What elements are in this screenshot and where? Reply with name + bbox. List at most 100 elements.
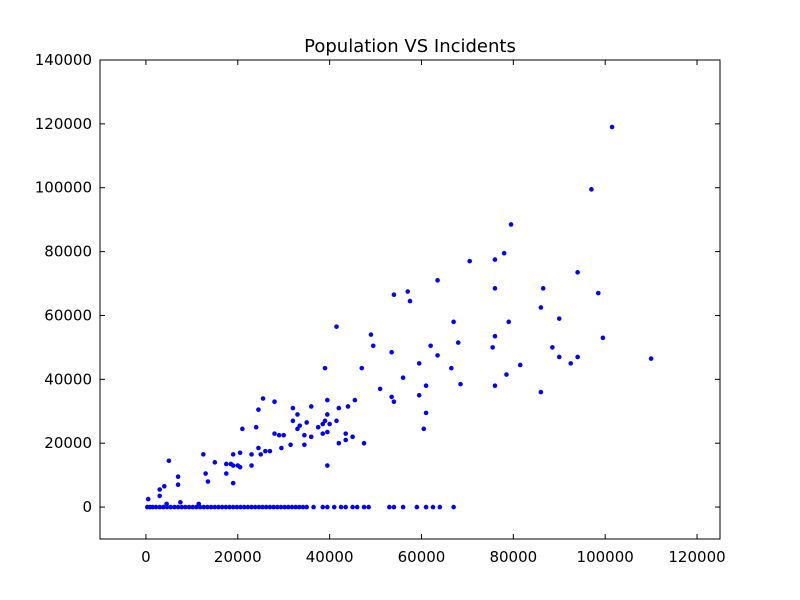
- data-point: [234, 504, 240, 510]
- data-point: [414, 504, 420, 510]
- data-point: [492, 333, 498, 339]
- data-point: [336, 440, 342, 446]
- data-point: [253, 424, 259, 430]
- data-point: [508, 222, 514, 227]
- data-point: [153, 504, 159, 510]
- data-point: [430, 504, 436, 510]
- data-point: [161, 504, 166, 510]
- data-point: [345, 404, 351, 409]
- data-point: [230, 452, 236, 457]
- data-point: [556, 316, 562, 321]
- data-point: [240, 426, 245, 432]
- data-point: [267, 448, 273, 454]
- data-point: [212, 460, 218, 465]
- data-point: [449, 365, 454, 371]
- data-point: [179, 504, 185, 510]
- data-point: [208, 504, 214, 510]
- y-tick-label: 140000: [35, 51, 92, 69]
- data-point: [389, 394, 394, 400]
- data-point: [186, 504, 192, 510]
- data-point: [279, 445, 284, 451]
- data-point: [230, 463, 236, 468]
- data-point: [278, 504, 284, 510]
- data-point: [343, 437, 349, 443]
- data-point: [322, 418, 328, 424]
- data-point: [389, 349, 394, 355]
- data-point: [343, 431, 349, 436]
- data-point: [282, 504, 287, 510]
- data-point: [161, 484, 167, 489]
- data-point: [568, 361, 574, 366]
- y-tick-label: 100000: [35, 179, 92, 197]
- y-tick-label: 40000: [44, 370, 92, 388]
- data-point: [416, 393, 422, 398]
- data-point: [648, 356, 654, 361]
- data-point: [256, 407, 261, 412]
- data-point: [308, 404, 314, 409]
- data-point: [281, 432, 287, 438]
- data-point: [540, 286, 546, 291]
- data-point: [219, 504, 225, 510]
- data-point: [435, 278, 440, 283]
- plot-frame: [99, 59, 721, 540]
- data-point: [238, 504, 243, 510]
- data-point: [343, 504, 349, 510]
- data-point: [272, 431, 277, 436]
- data-point: [451, 319, 456, 325]
- data-point: [276, 432, 282, 438]
- data-point: [391, 292, 397, 298]
- data-point: [556, 354, 562, 360]
- x-tick-label: 120000: [668, 548, 725, 566]
- data-point: [168, 504, 174, 510]
- y-tick-label: 60000: [44, 306, 92, 324]
- data-point: [230, 480, 236, 486]
- data-point: [223, 461, 229, 467]
- data-point: [212, 504, 218, 510]
- data-point: [589, 187, 594, 192]
- data-point: [501, 250, 507, 256]
- data-point: [258, 452, 264, 457]
- data-point: [263, 448, 268, 454]
- data-point: [327, 421, 332, 427]
- data-point: [175, 482, 181, 488]
- data-point: [237, 450, 243, 456]
- data-point: [428, 343, 433, 349]
- x-tick-label: 80000: [489, 548, 537, 566]
- y-tick-label: 120000: [35, 115, 92, 133]
- data-point: [295, 412, 300, 417]
- data-point: [227, 504, 232, 510]
- data-point: [361, 504, 367, 510]
- data-point: [157, 504, 163, 510]
- data-point: [320, 504, 326, 510]
- data-point: [201, 504, 207, 510]
- data-point: [297, 504, 302, 510]
- x-tick-label: 100000: [577, 548, 634, 566]
- data-point: [325, 463, 330, 468]
- data-point: [300, 504, 306, 510]
- data-point: [256, 504, 262, 510]
- data-point: [492, 286, 498, 291]
- data-point: [334, 418, 339, 424]
- data-point: [183, 504, 188, 510]
- data-point: [322, 365, 328, 371]
- data-point: [295, 426, 300, 432]
- data-point: [260, 396, 266, 401]
- data-point: [175, 474, 181, 480]
- data-point: [435, 353, 440, 358]
- data-point: [320, 421, 326, 427]
- data-point: [302, 442, 307, 448]
- data-point: [274, 504, 280, 510]
- data-point: [407, 298, 413, 304]
- data-point: [334, 324, 339, 329]
- x-tick-label: 20000: [214, 548, 262, 566]
- data-point: [595, 290, 601, 296]
- data-point: [338, 504, 344, 510]
- data-point: [538, 389, 544, 395]
- data-point: [315, 424, 321, 430]
- data-point: [405, 289, 411, 294]
- data-point: [297, 423, 303, 428]
- data-point: [370, 343, 376, 349]
- data-point: [416, 361, 422, 366]
- y-tick-label: 80000: [44, 243, 92, 261]
